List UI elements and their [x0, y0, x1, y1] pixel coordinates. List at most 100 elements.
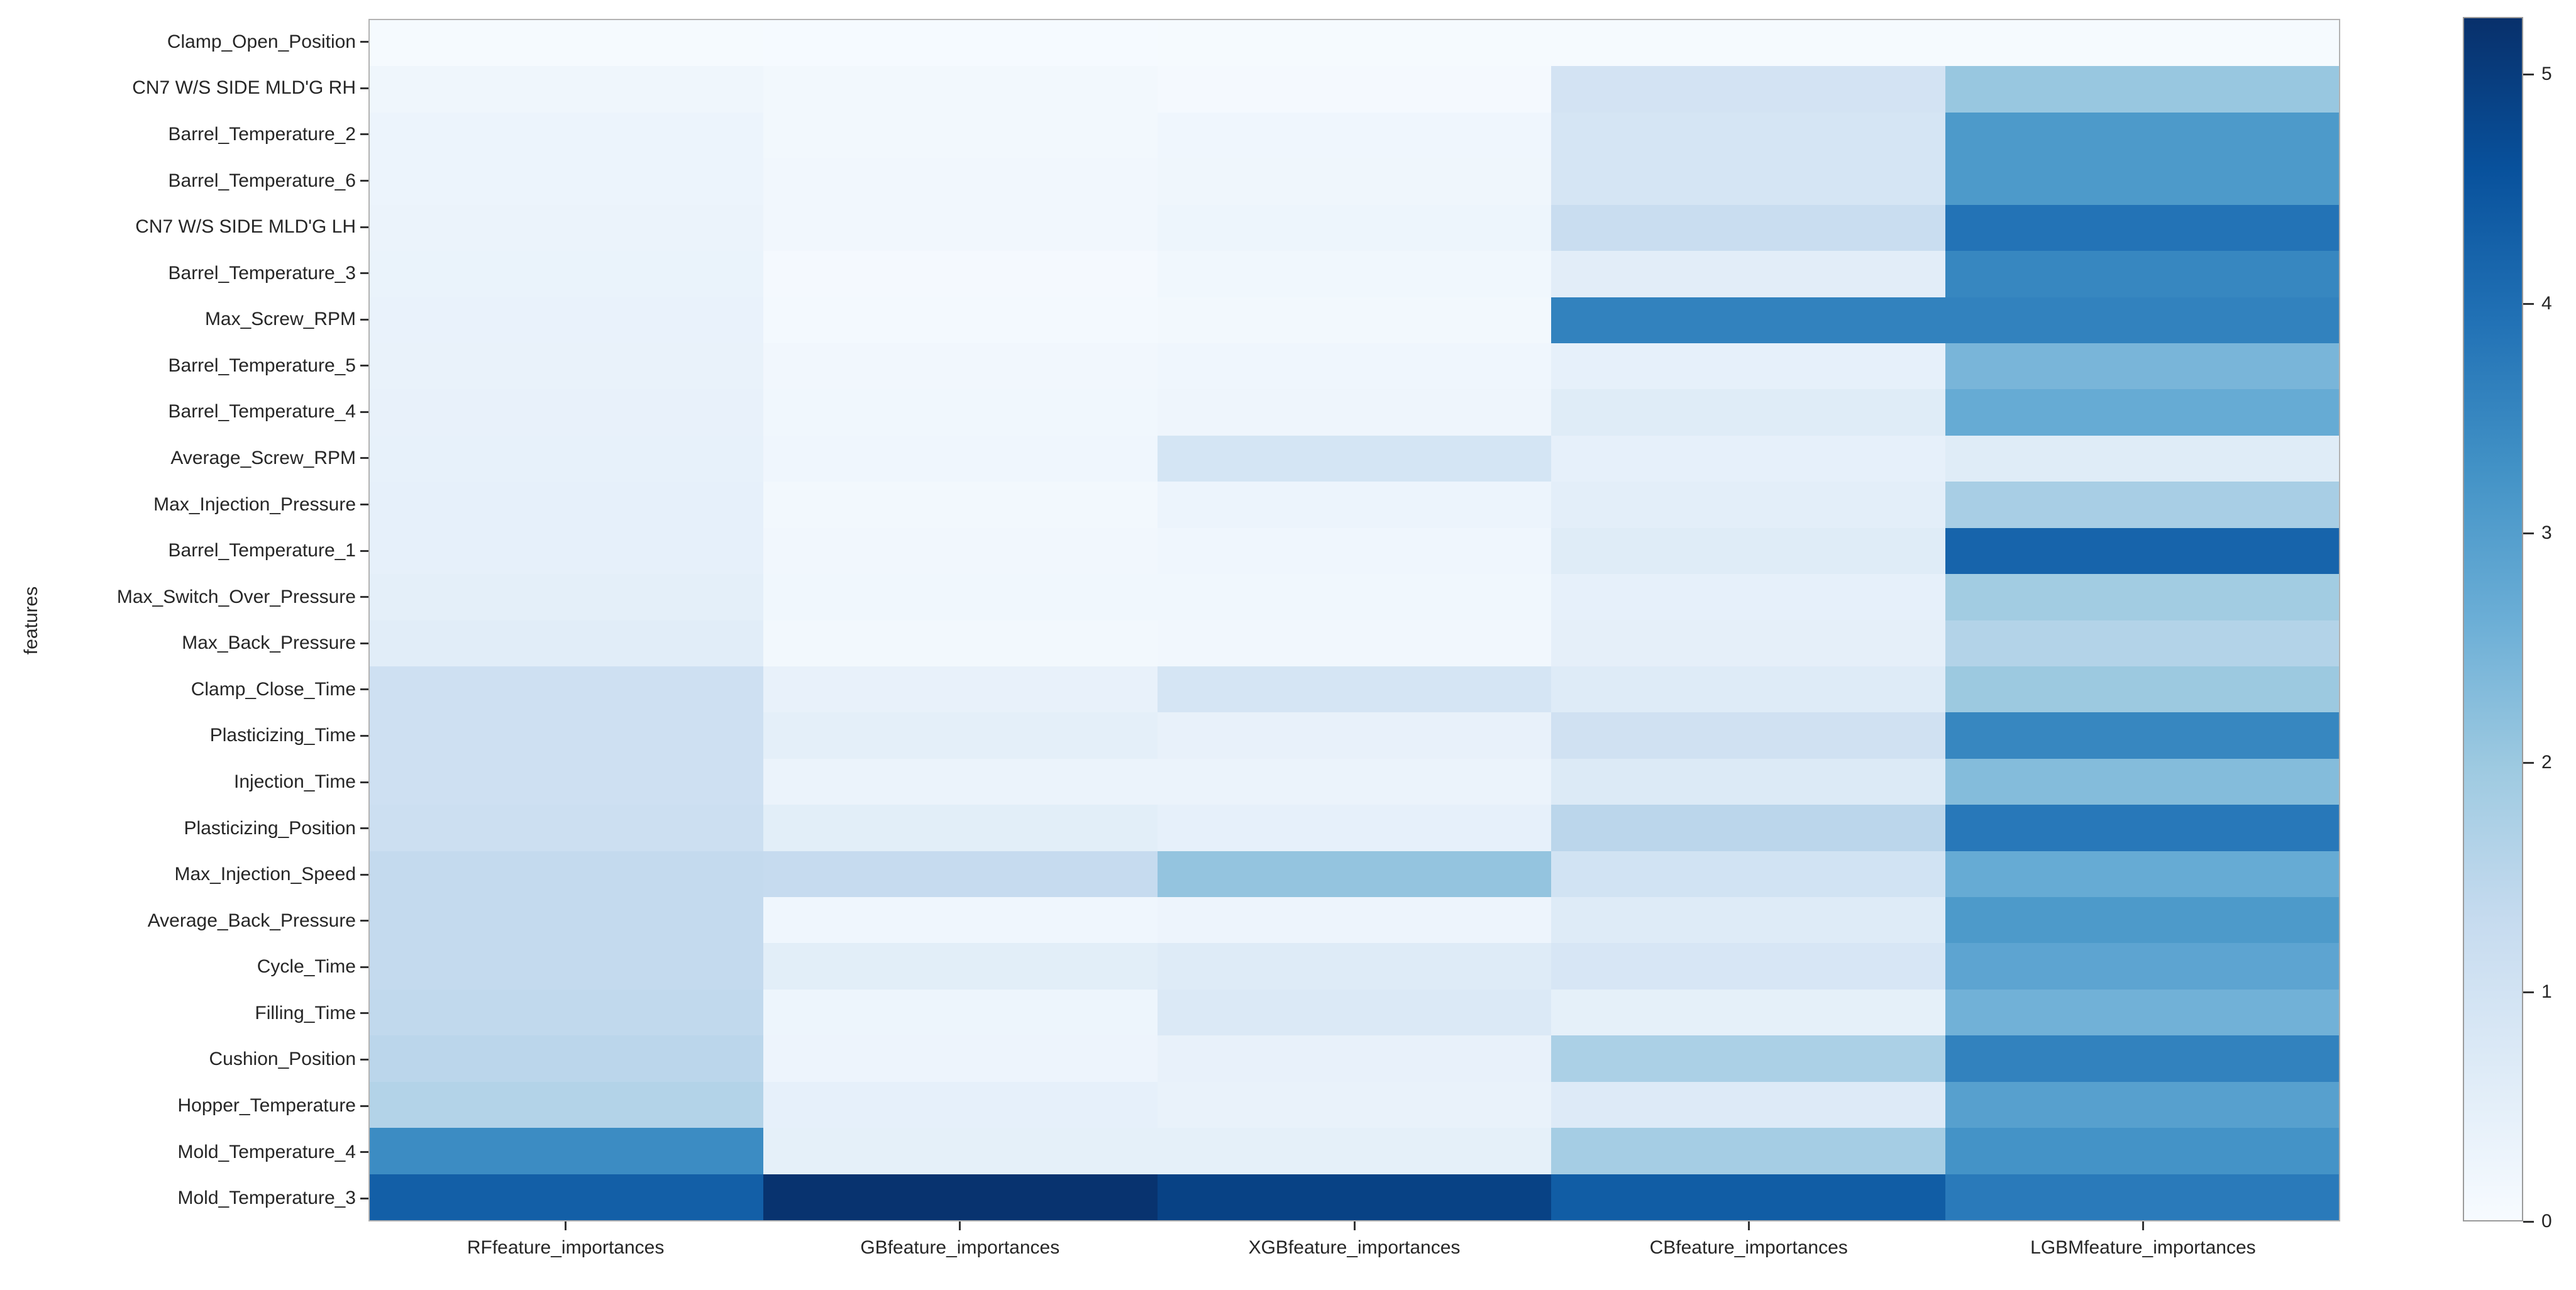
heatmap-cell: [1551, 527, 1945, 575]
heatmap-cell: [1945, 389, 2339, 436]
heatmap-cell: [370, 712, 764, 759]
x-tick-mark: [565, 1221, 567, 1230]
heatmap-cell: [1157, 66, 1552, 113]
heatmap-cell: [370, 435, 764, 482]
heatmap-cell: [370, 66, 764, 113]
heatmap-cell: [1945, 897, 2339, 944]
colorbar-tick-label: 1: [2541, 981, 2552, 1003]
heatmap-cell: [763, 574, 1158, 620]
heatmap-cell: [1945, 112, 2339, 159]
heatmap-cell: [1157, 943, 1552, 990]
heatmap-cell: [763, 343, 1158, 390]
colorbar-tick-mark: [2523, 532, 2534, 534]
heatmap-cell: [1551, 943, 1945, 990]
heatmap-cell: [1551, 989, 1945, 1036]
colorbar-tick-label: 0: [2541, 1211, 2552, 1232]
heatmap-cell: [763, 897, 1158, 944]
heatmap-cell: [1551, 1128, 1945, 1174]
y-tick-mark: [360, 781, 368, 783]
heatmap-cell: [1551, 204, 1945, 251]
y-tick-label: Barrel_Temperature_5: [168, 355, 357, 376]
x-tick-mark: [2142, 1221, 2144, 1230]
y-tick-label: Max_Injection_Pressure: [153, 493, 356, 515]
heatmap-cell: [1945, 1128, 2339, 1174]
heatmap-cell: [1945, 204, 2339, 251]
heatmap-cell: [370, 943, 764, 990]
heatmap-cell: [370, 389, 764, 436]
heatmap-cell: [1945, 851, 2339, 898]
y-tick-label: Mold_Temperature_3: [177, 1188, 357, 1209]
colorbar-tick-mark: [2523, 302, 2534, 305]
y-tick-mark: [360, 41, 368, 43]
heatmap-cell: [1157, 620, 1552, 666]
colorbar-gradient: [2464, 18, 2522, 1220]
heatmap-cell: [1157, 1128, 1552, 1174]
heatmap-cell: [1945, 482, 2339, 528]
heatmap-cell: [1945, 343, 2339, 390]
heatmap-cell: [1945, 20, 2339, 67]
y-tick-label: Clamp_Open_Position: [167, 31, 356, 52]
heatmap-cell: [370, 897, 764, 944]
heatmap-cell: [370, 1035, 764, 1082]
y-tick-mark: [360, 734, 368, 737]
heatmap-cell: [1157, 435, 1552, 482]
heatmap-cell: [1157, 158, 1552, 205]
heatmap-cell: [370, 989, 764, 1036]
x-tick-label: XGBfeature_importances: [1248, 1237, 1461, 1258]
y-tick-label: Injection_Time: [234, 771, 356, 793]
y-tick-mark: [360, 827, 368, 830]
colorbar-tick-label: 2: [2541, 752, 2552, 773]
heatmap-cell: [763, 805, 1158, 851]
heatmap-cell: [370, 112, 764, 159]
y-tick-label: Max_Switch_Over_Pressure: [116, 586, 356, 607]
heatmap-cell: [1157, 805, 1552, 851]
heatmap-cell: [1551, 1035, 1945, 1082]
y-tick-mark: [360, 1151, 368, 1154]
y-tick-mark: [360, 87, 368, 89]
heatmap-cell: [763, 1128, 1158, 1174]
heatmap-cell: [763, 758, 1158, 805]
heatmap-cell: [1551, 620, 1945, 666]
y-tick-mark: [360, 549, 368, 552]
y-axis-tick-labels: Clamp_Open_Position CN7 W/S SIDE MLD'G RH…: [0, 19, 356, 1221]
heatmap-cell: [370, 758, 764, 805]
heatmap-cell: [1945, 620, 2339, 666]
heatmap-cell: [1945, 758, 2339, 805]
heatmap-cell: [763, 20, 1158, 67]
x-tick-label: CBfeature_importances: [1649, 1237, 1848, 1258]
y-tick-mark: [360, 365, 368, 367]
heatmap-cell: [370, 204, 764, 251]
heatmap-cell: [1551, 158, 1945, 205]
heatmap-cell: [1157, 204, 1552, 251]
x-tick-mark: [1353, 1221, 1356, 1230]
x-tick-label: LGBMfeature_importances: [2030, 1237, 2256, 1258]
heatmap-cell: [1157, 574, 1552, 620]
heatmap-cell: [763, 112, 1158, 159]
heatmap-cell: [1157, 20, 1552, 67]
y-tick-mark: [360, 504, 368, 506]
heatmap-cell: [1945, 297, 2339, 343]
y-tick-label: Average_Screw_RPM: [170, 447, 356, 468]
y-tick-mark: [360, 272, 368, 275]
y-tick-label: Hopper_Temperature: [177, 1095, 357, 1116]
heatmap-cell: [1945, 1035, 2339, 1082]
colorbar-tick-mark: [2523, 991, 2534, 993]
y-tick-label: Clamp_Close_Time: [191, 678, 356, 700]
heatmap-cell: [1945, 435, 2339, 482]
heatmap-cell: [1945, 666, 2339, 713]
heatmap-cell: [370, 158, 764, 205]
heatmap-cell: [1157, 482, 1552, 528]
heatmap-cell: [763, 297, 1158, 343]
heatmap-cell: [1551, 1081, 1945, 1128]
heatmap-cell: [763, 389, 1158, 436]
y-tick-mark: [360, 688, 368, 691]
heatmap-cell: [370, 805, 764, 851]
heatmap-cell: [1157, 851, 1552, 898]
heatmap-cell: [1551, 897, 1945, 944]
heatmap-cell: [370, 574, 764, 620]
heatmap-cell: [1157, 1081, 1552, 1128]
y-tick-label: Max_Screw_RPM: [204, 309, 356, 330]
y-tick-label: Max_Injection_Speed: [174, 864, 356, 885]
heatmap-cell: [370, 1128, 764, 1174]
heatmap-cell: [370, 1081, 764, 1128]
